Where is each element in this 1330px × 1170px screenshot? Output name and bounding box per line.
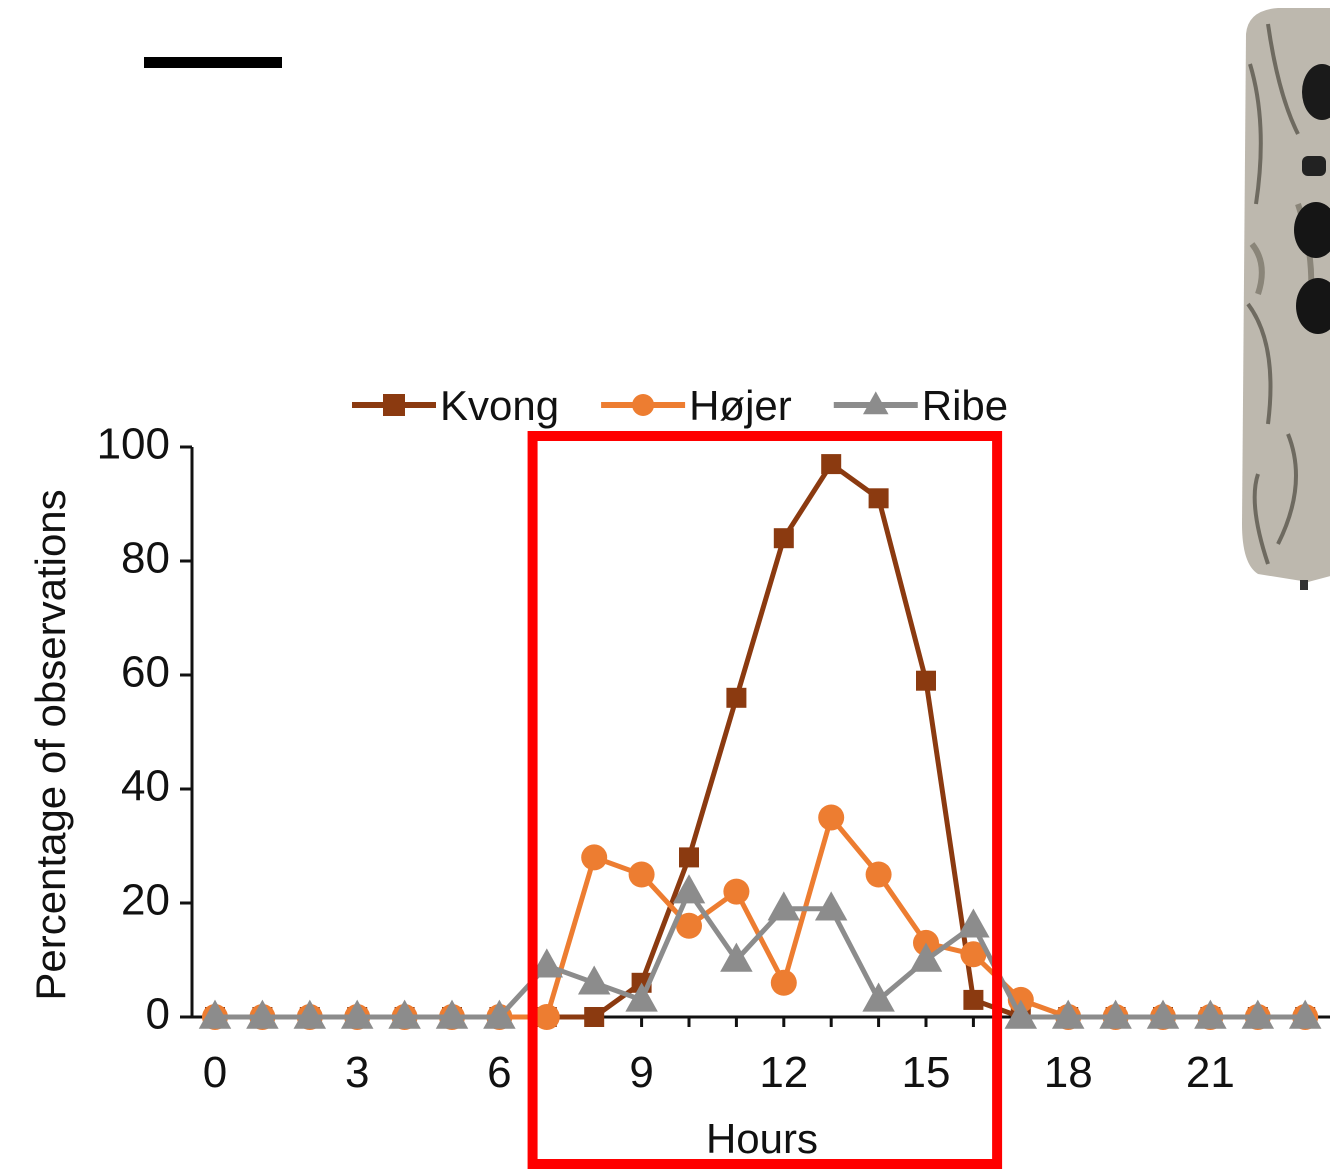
data-point-kvong	[773, 528, 794, 549]
data-point-ribe	[293, 999, 327, 1029]
data-point-ribe	[483, 999, 516, 1029]
data-point-ribe	[862, 982, 895, 1012]
data-point-ribe	[1099, 999, 1132, 1029]
series-h-jer	[202, 804, 1319, 1030]
y-tick-label: 80	[121, 534, 170, 583]
y-tick-label: 20	[121, 876, 170, 925]
legend-label: Ribe	[922, 382, 1008, 429]
scale-bar	[144, 57, 282, 68]
data-point-ribe	[814, 891, 848, 921]
x-tick-label: 0	[203, 1048, 227, 1097]
legend-item-ribe: Ribe	[833, 382, 1008, 429]
data-point-ribe	[340, 999, 374, 1029]
data-point-kvong	[679, 847, 699, 868]
y-tick-label: 60	[121, 648, 170, 697]
data-point-ribe	[435, 999, 469, 1029]
data-point-kvong	[726, 687, 747, 708]
legend-label: Kvong	[440, 382, 559, 429]
data-point-ribe	[957, 908, 990, 938]
x-tick-label: 6	[487, 1048, 511, 1097]
data-point-h-jer	[676, 912, 702, 939]
data-point-ribe	[1241, 999, 1275, 1029]
data-point-kvong	[821, 454, 842, 475]
trail-camera-photo	[1242, 8, 1330, 590]
data-point-h-jer	[581, 844, 608, 871]
x-tick-label: 9	[629, 1048, 653, 1097]
data-point-ribe	[720, 942, 753, 972]
series-ribe	[198, 874, 1322, 1029]
y-tick-label: 0	[146, 990, 170, 1039]
data-point-h-jer	[770, 969, 797, 996]
data-point-ribe	[1051, 999, 1085, 1029]
x-axis-title: Hours	[706, 1115, 818, 1162]
data-point-kvong	[963, 989, 984, 1010]
data-point-h-jer	[533, 1004, 560, 1030]
data-point-ribe	[198, 999, 232, 1029]
legend-marker	[863, 391, 889, 415]
legend: Kvong Højer Ribe	[352, 382, 1008, 429]
data-point-ribe	[909, 942, 943, 972]
series-line-ribe	[215, 889, 1306, 1020]
data-point-ribe	[1194, 999, 1227, 1029]
data-point-ribe	[767, 891, 801, 921]
x-tick-label: 15	[902, 1048, 951, 1097]
data-point-kvong	[584, 1007, 605, 1027]
data-point-h-jer	[818, 804, 845, 831]
data-point-ribe	[1146, 999, 1180, 1029]
legend-marker	[383, 394, 405, 416]
y-tick-label: 100	[97, 420, 170, 469]
data-point-ribe	[1288, 999, 1322, 1029]
data-point-h-jer	[960, 941, 987, 968]
data-point-ribe	[577, 965, 611, 995]
data-point-ribe	[388, 999, 421, 1029]
highlight-box	[527, 431, 1003, 1169]
data-point-kvong	[868, 488, 889, 509]
legend-item-h-jer: Højer	[601, 382, 792, 429]
y-axis-title: Percentage of observations	[27, 489, 74, 1000]
data-point-ribe	[1004, 999, 1038, 1029]
data-point-ribe	[530, 948, 564, 978]
data-point-ribe	[672, 874, 706, 904]
y-tick-label: 40	[121, 762, 170, 811]
data-point-ribe	[625, 982, 658, 1012]
x-tick-label: 21	[1186, 1048, 1235, 1097]
x-tick-label: 12	[759, 1048, 808, 1097]
data-point-kvong	[916, 670, 936, 691]
data-point-h-jer	[628, 861, 655, 888]
legend-marker	[632, 394, 655, 416]
legend-item-kvong: Kvong	[352, 382, 559, 429]
x-tick-label: 18	[1044, 1048, 1093, 1097]
series-line-h-jer	[215, 815, 1306, 1020]
data-point-ribe	[246, 999, 279, 1029]
x-tick-label: 3	[345, 1048, 369, 1097]
legend-label: Højer	[689, 382, 792, 429]
data-point-h-jer	[865, 861, 892, 888]
data-point-h-jer	[723, 878, 750, 905]
